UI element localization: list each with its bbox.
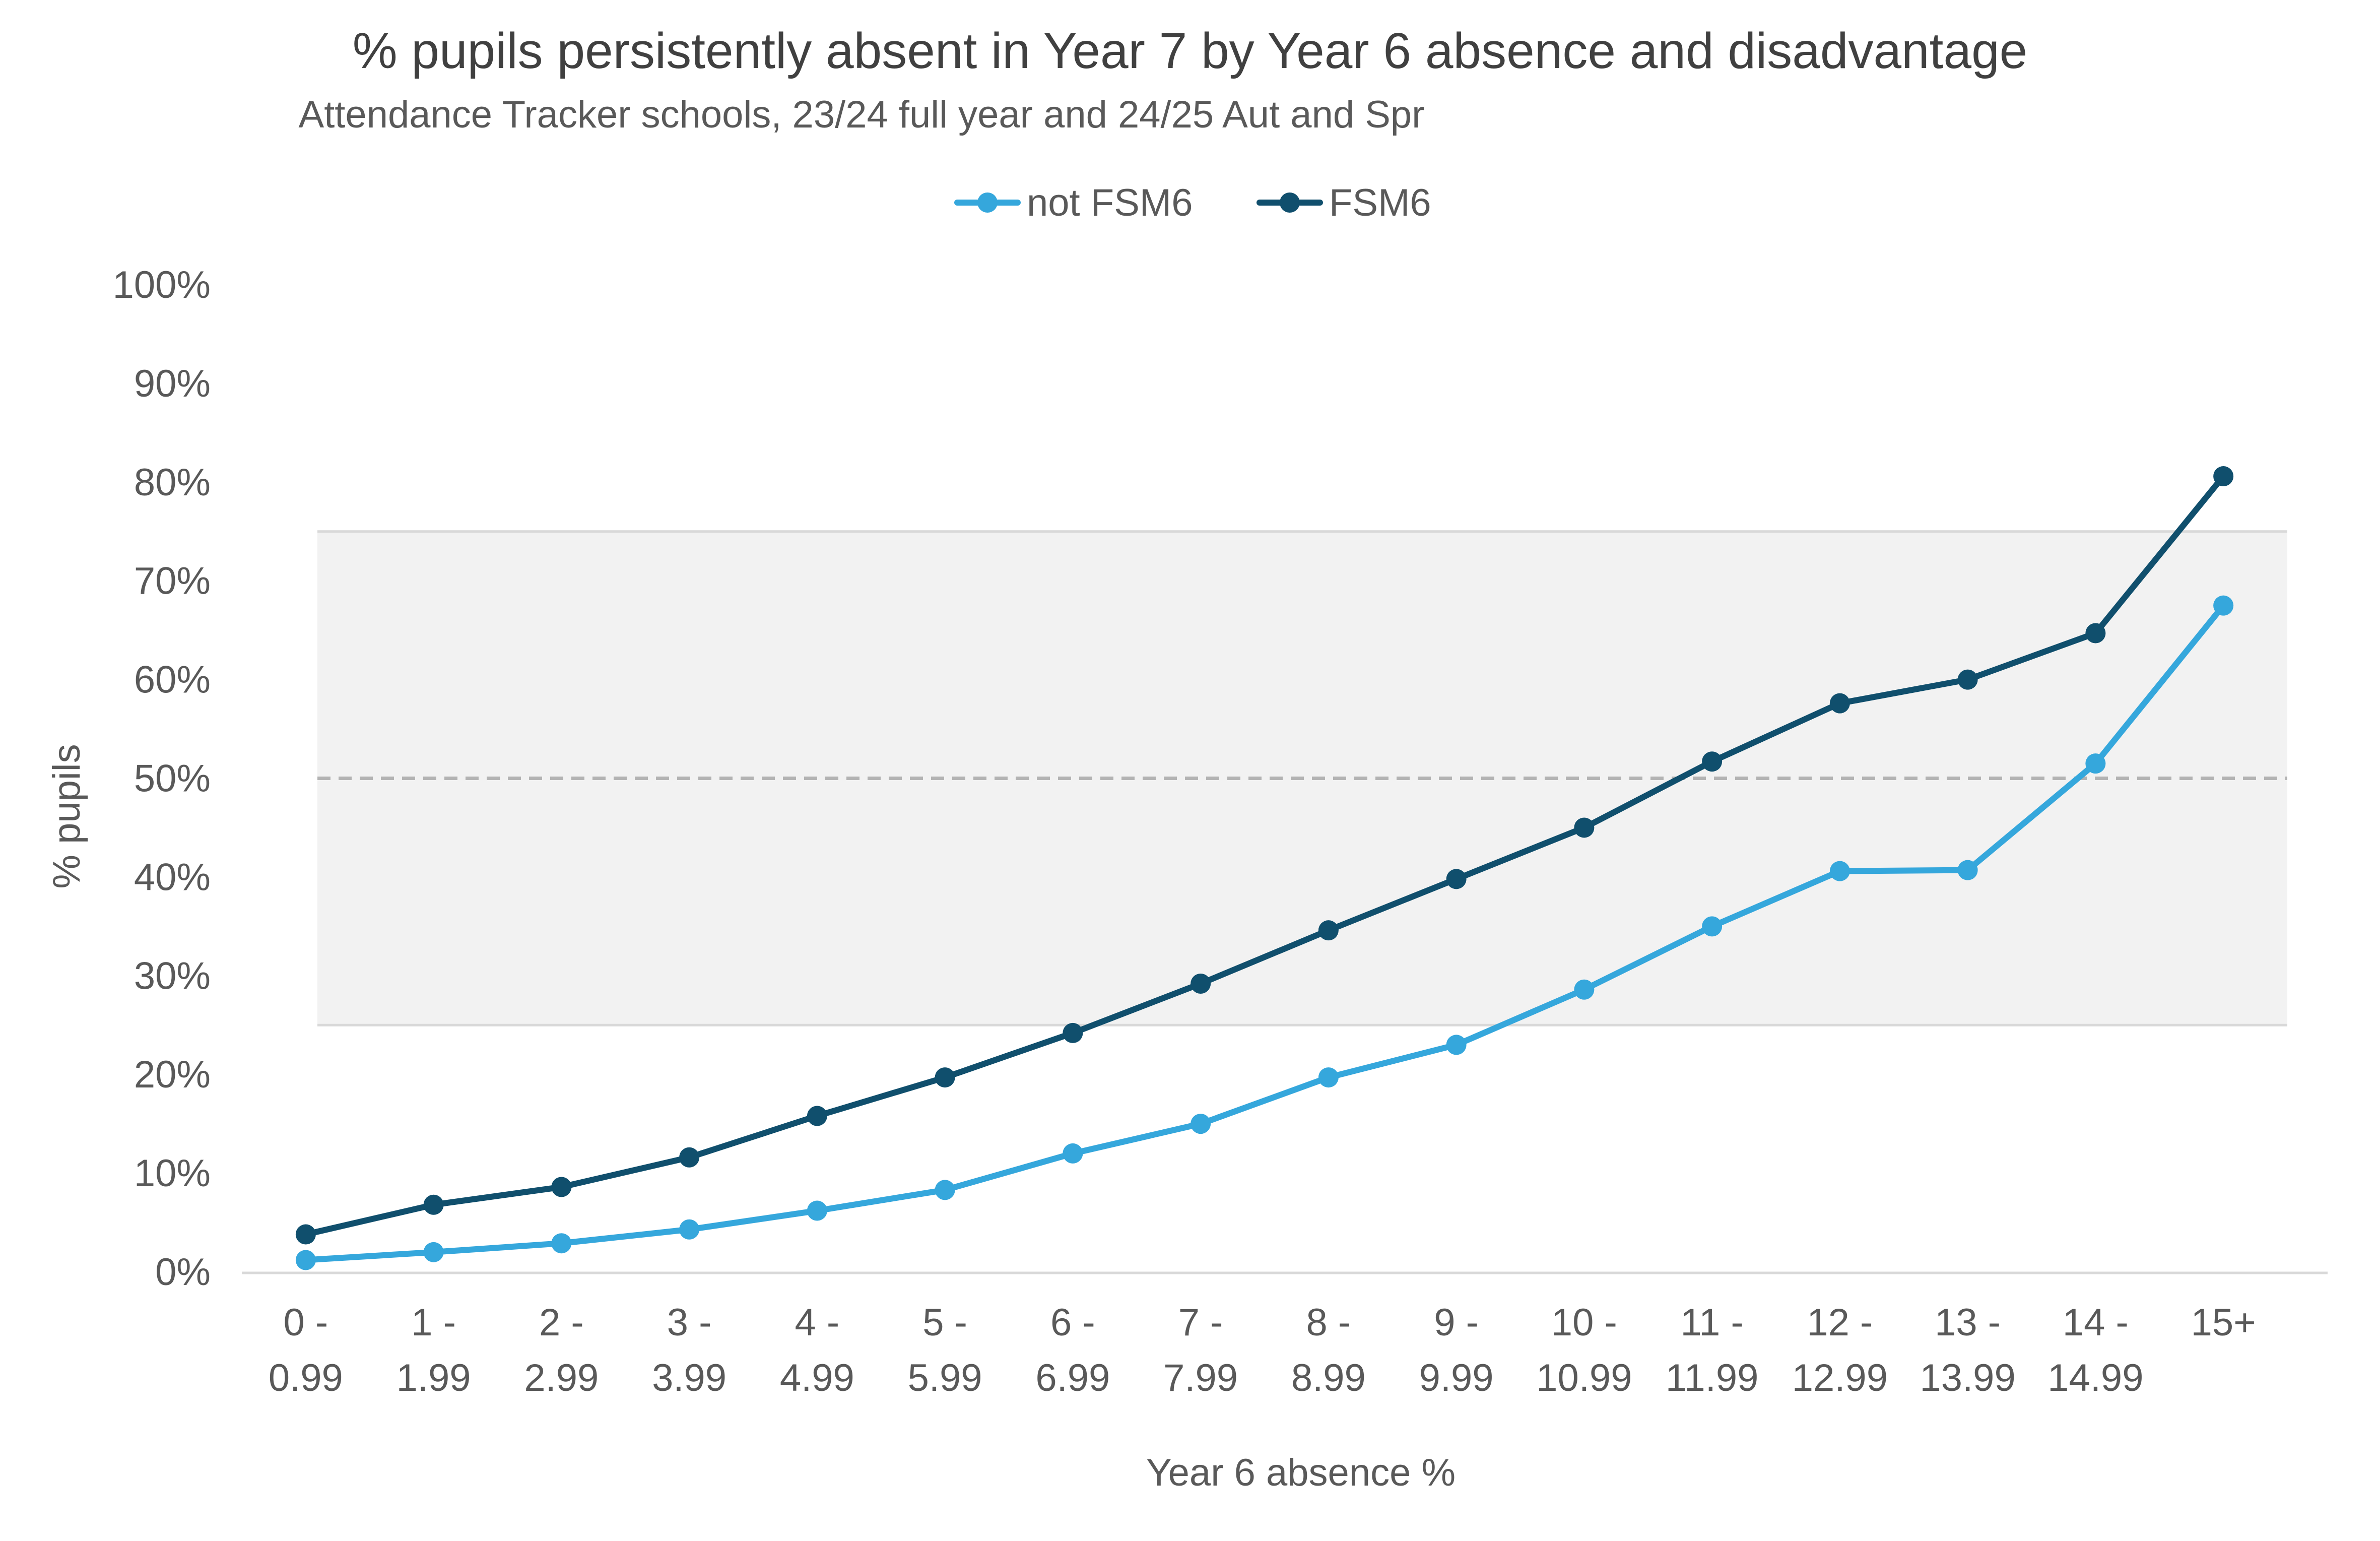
x-tick-label: 1 - (411, 1301, 456, 1344)
x-tick-label-line2: 1.99 (396, 1357, 471, 1399)
x-tick-label-line2: 12.99 (1792, 1357, 1888, 1399)
data-point-fsm6 (551, 1177, 572, 1197)
legend: not FSM6 FSM6 (954, 181, 1431, 224)
data-point-not-fsm6 (423, 1242, 444, 1262)
y-tick-label: 100% (113, 264, 211, 306)
data-point-not-fsm6 (1957, 860, 1978, 880)
y-tick-label: 80% (134, 461, 211, 504)
data-point-fsm6 (679, 1147, 700, 1168)
data-point-fsm6 (295, 1224, 316, 1245)
series-line-fsm6 (302, 473, 2227, 1238)
data-point-not-fsm6 (551, 1233, 572, 1254)
chart-title: % pupils persistently absent in Year 7 b… (353, 23, 2028, 79)
data-point-not-fsm6 (1191, 1114, 1211, 1134)
x-tick-label: 11 - (1680, 1301, 1743, 1344)
data-point-fsm6 (1957, 669, 1978, 690)
y-tick-label: 30% (134, 954, 211, 997)
x-tick-label-line2: 6.99 (1035, 1357, 1110, 1399)
data-point-not-fsm6 (807, 1200, 827, 1221)
y-tick-label: 0% (155, 1251, 211, 1294)
data-point-not-fsm6 (1829, 861, 1850, 881)
y-axis-title: % pupils (45, 744, 88, 888)
y-tick-label: 50% (134, 757, 211, 800)
data-point-not-fsm6 (1063, 1143, 1083, 1164)
x-axis-title: Year 6 absence % (1146, 1451, 1456, 1494)
data-point-fsm6 (1574, 817, 1595, 838)
legend-swatch-marker-not-fsm6 (977, 192, 998, 213)
x-tick-label-line2: 14.99 (2047, 1357, 2143, 1399)
x-tick-label: 9 - (1434, 1301, 1479, 1344)
data-point-not-fsm6 (1446, 1035, 1467, 1055)
data-point-not-fsm6 (1574, 979, 1595, 1000)
x-tick-label: 4 - (795, 1301, 840, 1344)
x-tick-label-line2: 5.99 (908, 1357, 982, 1399)
x-tick-label: 12 - (1807, 1301, 1873, 1344)
x-tick-label-line2: 0.99 (269, 1357, 343, 1399)
data-point-not-fsm6 (679, 1219, 700, 1240)
data-point-fsm6 (1829, 693, 1850, 714)
x-tick-label-line2: 8.99 (1291, 1357, 1366, 1399)
y-tick-label: 70% (134, 560, 211, 603)
series-line-not-fsm6 (302, 602, 2227, 1263)
axis-layer: 0% 10% 20% 30% 40% 50% 60% 70% 80% 90% 100% 0 - 0.99… (113, 264, 2328, 1399)
data-point-fsm6 (935, 1067, 955, 1088)
x-tick-label: 3 - (667, 1301, 712, 1344)
data-point-not-fsm6 (935, 1180, 955, 1200)
x-tick-label-line2: 4.99 (780, 1357, 854, 1399)
text-layer: % pupils persistently absent in Year 7 b… (45, 23, 2027, 1494)
data-point-not-fsm6 (1318, 1067, 1339, 1088)
data-point-fsm6 (423, 1194, 444, 1215)
x-tick-label-line2: 13.99 (1920, 1357, 2016, 1399)
legend-label-fsm6: FSM6 (1329, 181, 1431, 224)
x-tick-label: 5 - (922, 1301, 967, 1344)
x-tick-label: 7 - (1178, 1301, 1223, 1344)
y-tick-label: 10% (134, 1152, 211, 1195)
x-tick-label: 0 - (284, 1301, 328, 1344)
x-tick-label-line2: 9.99 (1419, 1357, 1494, 1399)
y-tick-label: 20% (134, 1053, 211, 1096)
y-tick-label: 40% (134, 856, 211, 898)
x-tick-label-line2: 10.99 (1536, 1357, 1632, 1399)
shaded-band-layer (317, 530, 2287, 1026)
x-tick-label: 14 - (2063, 1301, 2129, 1344)
legend-label-not-fsm6: not FSM6 (1027, 181, 1193, 224)
legend-swatch-marker-fsm6 (1280, 192, 1300, 213)
x-tick-label: 8 - (1306, 1301, 1351, 1344)
data-point-fsm6 (1191, 973, 1211, 994)
data-point-fsm6 (1702, 751, 1723, 772)
data-point-not-fsm6 (2085, 753, 2106, 774)
series-layer (295, 466, 2234, 1270)
data-point-fsm6 (807, 1106, 827, 1126)
y-tick-label: 90% (134, 362, 211, 405)
x-tick-label: 13 - (1935, 1301, 2001, 1344)
x-tick-label: 15+ (2191, 1301, 2256, 1344)
x-tick-label-line2: 11.99 (1666, 1357, 1759, 1399)
x-tick-label: 10 - (1551, 1301, 1617, 1344)
x-tick-label-line2: 3.99 (652, 1357, 726, 1399)
data-point-fsm6 (1318, 920, 1339, 941)
data-point-not-fsm6 (1702, 916, 1723, 937)
data-point-fsm6 (2085, 623, 2106, 644)
x-tick-label: 2 - (539, 1301, 584, 1344)
x-tick-label-line2: 2.99 (524, 1357, 599, 1399)
x-tick-label: 6 - (1050, 1301, 1095, 1344)
data-point-fsm6 (2213, 466, 2234, 487)
y-tick-label: 60% (134, 659, 211, 701)
x-tick-label-line2: 7.99 (1163, 1357, 1238, 1399)
data-point-fsm6 (1446, 869, 1467, 889)
data-point-fsm6 (1063, 1022, 1083, 1043)
chart-subtitle: Attendance Tracker schools, 23/24 full y… (299, 93, 1425, 136)
data-point-not-fsm6 (295, 1250, 316, 1270)
data-point-not-fsm6 (2213, 595, 2234, 616)
